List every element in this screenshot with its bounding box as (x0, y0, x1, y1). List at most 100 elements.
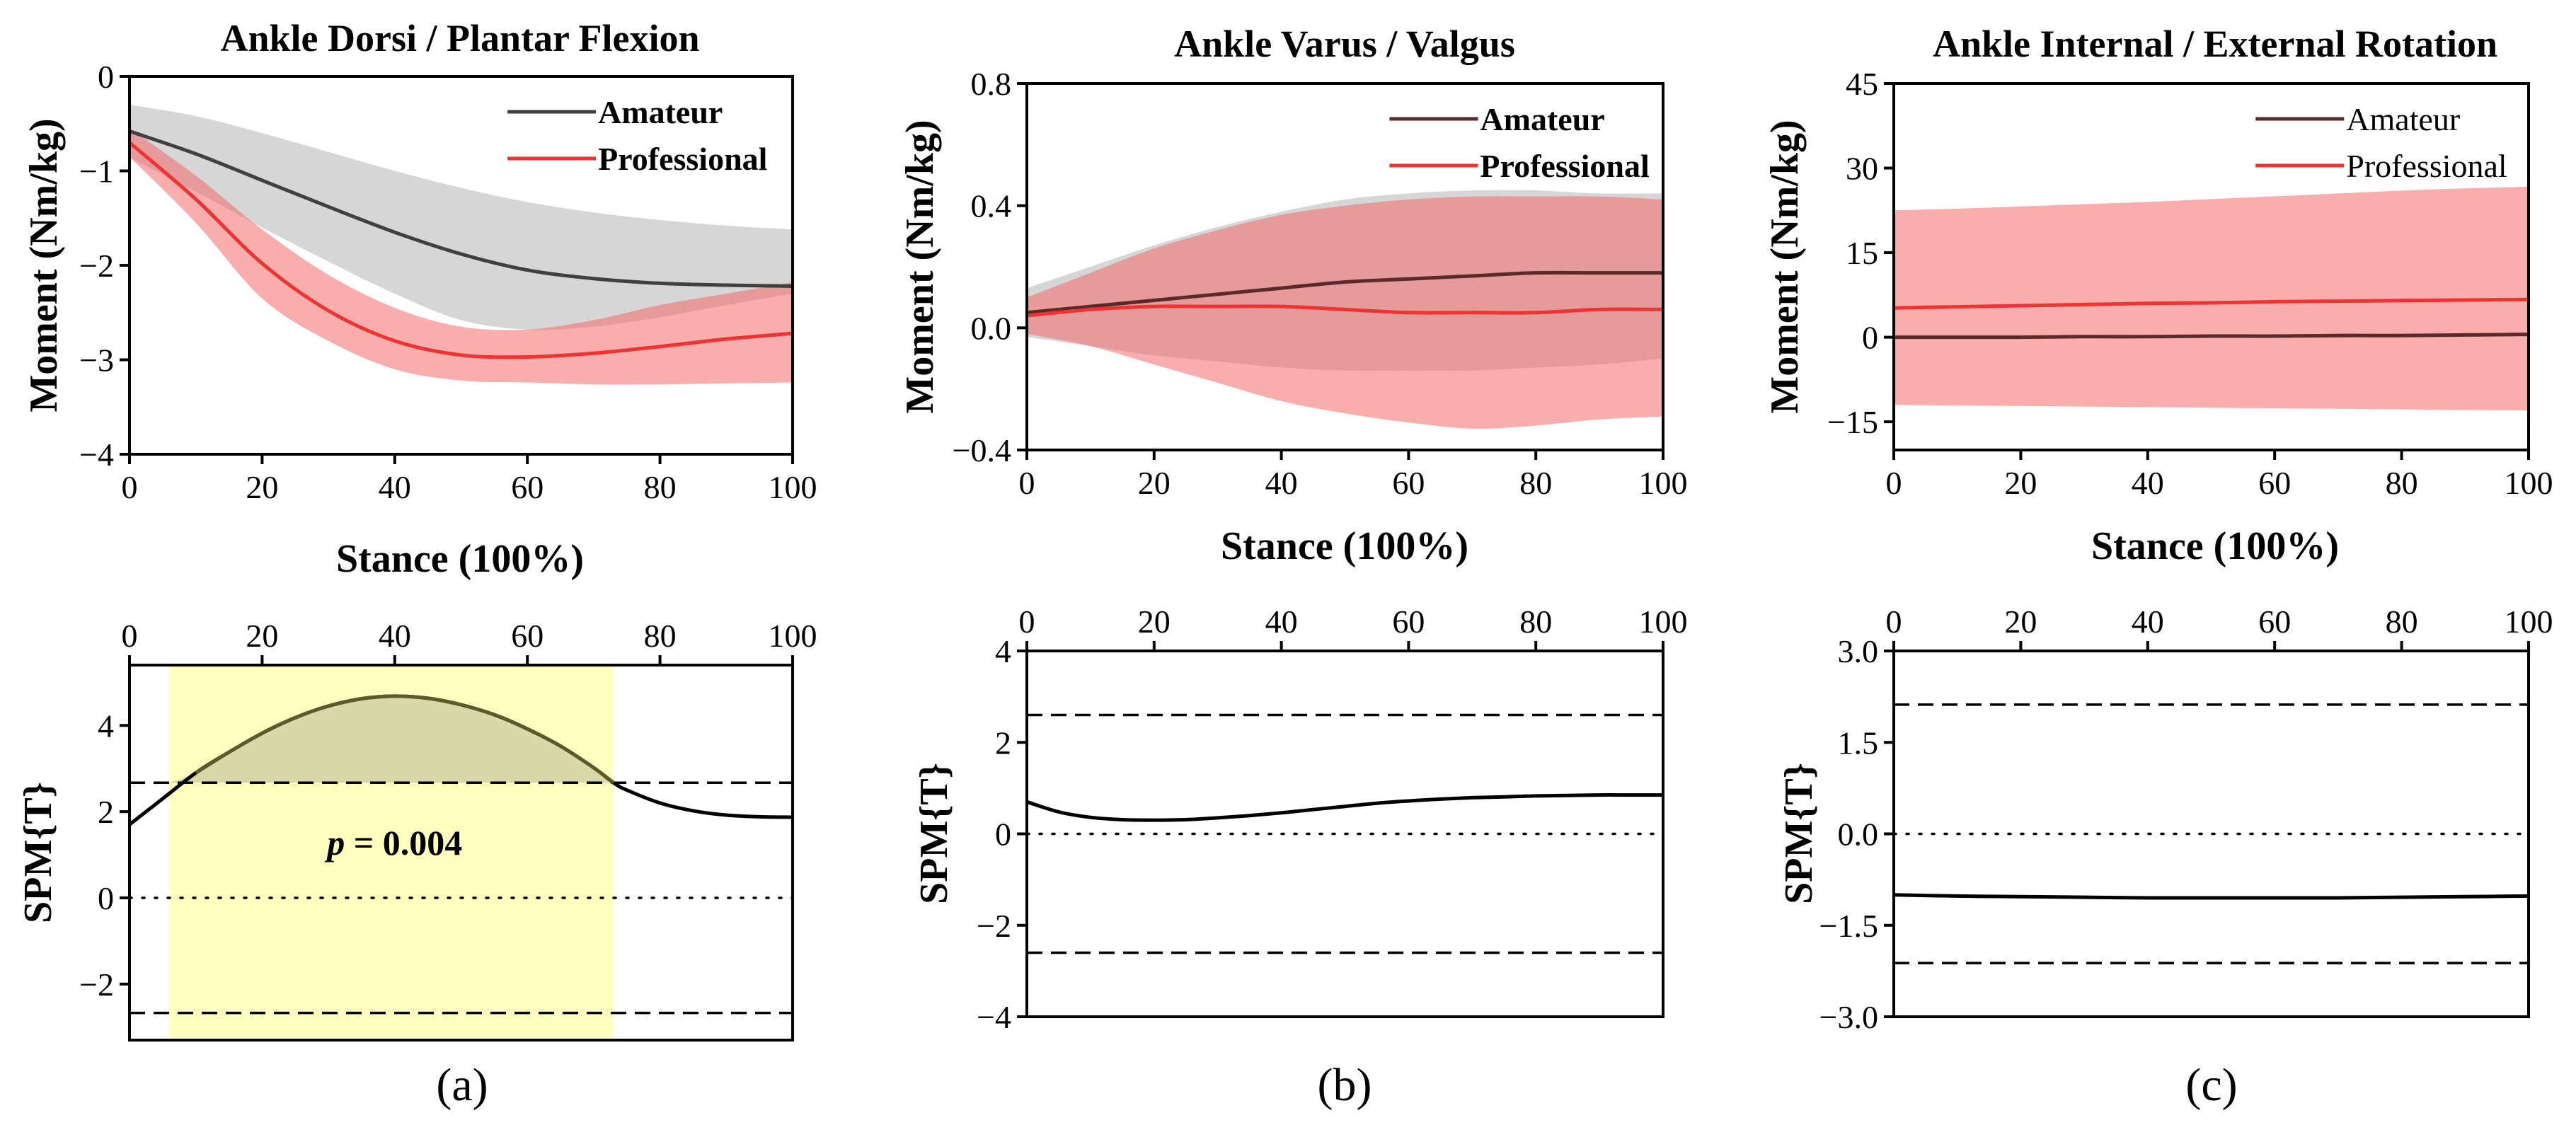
y-axis-label: SPM{T} (912, 763, 956, 904)
chart-c-moment: Ankle Internal / External Rotation 0 20 40… (1763, 23, 2553, 568)
x-tick-label: 20 (2004, 465, 2037, 501)
x-tick-label: 0 (1019, 465, 1035, 501)
suprathreshold-area (169, 696, 616, 784)
panel-label-a: (a) (436, 1059, 488, 1111)
y-tick-label: −2 (79, 248, 114, 284)
y-axis-label: Moment (Nm/kg) (898, 120, 942, 413)
x-tick-label: 100 (1639, 604, 1688, 640)
x-tick-label: 60 (2258, 465, 2291, 501)
p-value: = 0.004 (345, 823, 462, 862)
x-tick-label: 60 (1392, 604, 1425, 640)
axes-frame (1892, 82, 2530, 451)
x-tick-label: 0 (1019, 604, 1035, 640)
x-tick-label: 80 (2386, 604, 2418, 640)
x-axis-label: Stance (100%) (1221, 524, 1468, 568)
sd-band-professional (1027, 196, 1663, 429)
x-tick-label: 100 (769, 618, 817, 654)
x-tick-label: 0 (122, 618, 138, 654)
y-tick-label: −3.0 (1819, 999, 1878, 1035)
chart-b-moment: Ankle Varus / Valgus 0 20 40 60 80 100 −0.4 0.0… (898, 23, 1688, 568)
mean-line-professional (1893, 297, 2529, 310)
y-tick-label: −4 (79, 437, 114, 473)
chart-a-spm: 0 20 40 60 80 100 −2 0 2 4 SPM{T} p = 0.004 (16, 618, 817, 1042)
y-tick-label: 4 (98, 708, 114, 744)
y-tick-label: 0.0 (971, 310, 1012, 346)
y-tick-label: −2 (977, 908, 1011, 944)
y-tick-label: 15 (1846, 235, 1878, 271)
x-tick-label: 100 (1639, 465, 1688, 501)
y-tick-label: −2 (79, 967, 114, 1003)
legend-label-professional: Professional (598, 141, 767, 177)
y-tick-label: −1.5 (1819, 908, 1878, 944)
y-tick-label: 45 (1846, 66, 1878, 102)
p-symbol: p (324, 823, 345, 862)
x-tick-label: 80 (2386, 465, 2418, 501)
y-axis-label: SPM{T} (16, 782, 60, 923)
chart-title: Ankle Varus / Valgus (1174, 23, 1515, 65)
x-tick-label: 20 (246, 469, 278, 505)
y-tick-label: 2 (995, 725, 1011, 761)
sd-band-professional (1894, 186, 2529, 411)
x-tick-label: 100 (769, 469, 817, 505)
x-tick-label: 20 (2004, 604, 2037, 640)
y-tick-label: 0.0 (1838, 817, 1879, 853)
mean-line-professional (1026, 304, 1664, 318)
axes-frame (128, 664, 794, 1042)
x-axis-label: Stance (100%) (2091, 524, 2339, 568)
x-tick-label: 40 (1265, 604, 1298, 640)
chart-a-moment: Ankle Dorsi / Plantar Flexion 0 20 40 60 80 1… (22, 17, 817, 581)
mean-line-amateur (1026, 270, 1663, 315)
panel-label-c: (c) (2185, 1059, 2237, 1111)
y-tick-label: 4 (995, 633, 1011, 669)
x-tick-label: 0 (1886, 465, 1902, 501)
legend-label-amateur: Amateur (598, 94, 723, 130)
x-tick-label: 0 (1886, 604, 1902, 640)
y-tick-label: −3 (79, 342, 114, 379)
y-tick-label: 3.0 (1838, 633, 1879, 669)
y-axis-label: SPM{T} (1777, 763, 1821, 904)
legend-label-amateur: Amateur (2346, 101, 2460, 137)
x-tick-label: 20 (246, 618, 278, 654)
y-tick-label: 0 (1862, 320, 1878, 356)
x-tick-label: 100 (2505, 604, 2553, 640)
spm-t-curve (1026, 793, 1663, 822)
x-tick-label: 40 (379, 469, 411, 505)
x-tick-label: 60 (1392, 465, 1425, 501)
y-axis-label: Moment (Nm/kg) (22, 118, 66, 412)
chart-b-spm: 0 20 40 60 80 100 −4 −2 0 2 4 SPM{T} (912, 604, 1688, 1035)
chart-title: Ankle Internal / External Rotation (1933, 23, 2497, 65)
chart-c-spm: 0 20 40 60 80 100 −3.0 −1.5 0.0 1.5 3.0 SPM{T} (1777, 604, 2553, 1035)
axes-frame (1025, 82, 1664, 451)
x-tick-label: 20 (1138, 465, 1171, 501)
y-tick-label: 1.5 (1838, 725, 1879, 761)
x-axis-label: Stance (100%) (336, 537, 584, 581)
x-tick-label: 40 (2132, 465, 2164, 501)
sd-band-amateur (130, 105, 793, 330)
spm-t-curve (1893, 893, 2529, 900)
x-tick-label: 40 (379, 618, 411, 654)
y-tick-label: −0.4 (953, 432, 1011, 468)
legend-label-professional: Professional (2346, 148, 2507, 184)
x-tick-label: 80 (1519, 604, 1552, 640)
y-tick-label: 30 (1846, 151, 1878, 187)
x-tick-label: 20 (1138, 604, 1171, 640)
y-tick-label: −1 (79, 154, 114, 190)
y-tick-label: 0 (98, 59, 114, 95)
y-tick-label: 0 (98, 880, 114, 916)
mean-line-amateur (1894, 333, 2529, 340)
y-tick-label: 2 (98, 794, 114, 830)
y-tick-label: 0.4 (971, 188, 1012, 224)
spm-t-curve-cluster (195, 694, 615, 785)
x-tick-label: 80 (1519, 465, 1552, 501)
x-tick-label: 80 (644, 469, 677, 505)
x-tick-label: 60 (2258, 604, 2291, 640)
x-tick-label: 60 (511, 469, 544, 505)
chart-title: Ankle Dorsi / Plantar Flexion (220, 17, 699, 59)
mean-line-amateur (129, 129, 793, 288)
mean-line-professional (128, 141, 793, 359)
x-tick-label: 80 (644, 618, 677, 654)
y-tick-label: 0 (995, 817, 1011, 853)
x-tick-label: 40 (1265, 465, 1298, 501)
y-tick-label: −4 (977, 999, 1011, 1035)
